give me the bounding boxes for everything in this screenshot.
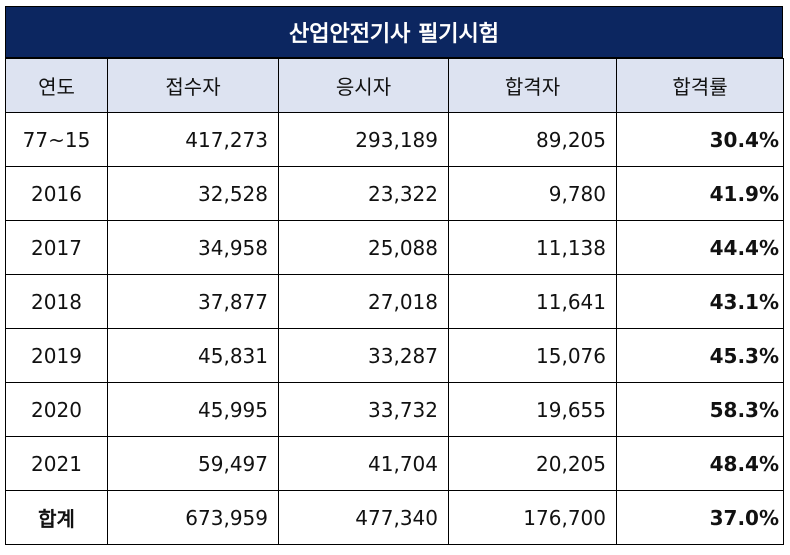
applicants-cell: 59,497 bbox=[107, 436, 279, 491]
examinees-cell: 23,322 bbox=[278, 166, 449, 221]
passed-cell: 9,780 bbox=[448, 166, 617, 221]
total-row: 합계 673,959 477,340 176,700 37.0% bbox=[5, 490, 784, 545]
table-row: 2021 59,497 41,704 20,205 48.4% bbox=[5, 436, 784, 491]
examinees-cell: 33,287 bbox=[278, 328, 449, 383]
passed-cell: 11,641 bbox=[448, 274, 617, 329]
year-cell: 2019 bbox=[5, 328, 108, 383]
examinees-cell: 27,018 bbox=[278, 274, 449, 329]
pass-rate-cell: 41.9% bbox=[616, 166, 784, 221]
table-title: 산업안전기사 필기시험 bbox=[5, 6, 783, 58]
year-cell: 2018 bbox=[5, 274, 108, 329]
examinees-cell: 33,732 bbox=[278, 382, 449, 437]
applicants-cell: 32,528 bbox=[107, 166, 279, 221]
passed-cell: 89,205 bbox=[448, 112, 617, 167]
header-passed: 합격자 bbox=[448, 58, 617, 113]
year-cell: 2021 bbox=[5, 436, 108, 491]
pass-rate-cell: 30.4% bbox=[616, 112, 784, 167]
table-row: 77~15 417,273 293,189 89,205 30.4% bbox=[5, 112, 784, 167]
total-applicants-cell: 673,959 bbox=[107, 490, 279, 545]
exam-stats-table-container: 산업안전기사 필기시험 연도 접수자 응시자 합격자 합격률 77~15 417… bbox=[5, 6, 784, 545]
table-row: 2019 45,831 33,287 15,076 45.3% bbox=[5, 328, 784, 383]
year-cell: 77~15 bbox=[5, 112, 108, 167]
table-row: 2016 32,528 23,322 9,780 41.9% bbox=[5, 166, 784, 221]
total-pass-rate-cell: 37.0% bbox=[616, 490, 784, 545]
total-passed-cell: 176,700 bbox=[448, 490, 617, 545]
table-row: 2017 34,958 25,088 11,138 44.4% bbox=[5, 220, 784, 275]
total-label-cell: 합계 bbox=[5, 490, 108, 545]
pass-rate-cell: 45.3% bbox=[616, 328, 784, 383]
passed-cell: 15,076 bbox=[448, 328, 617, 383]
passed-cell: 20,205 bbox=[448, 436, 617, 491]
passed-cell: 11,138 bbox=[448, 220, 617, 275]
header-row: 연도 접수자 응시자 합격자 합격률 bbox=[5, 58, 784, 113]
year-cell: 2016 bbox=[5, 166, 108, 221]
table-row: 2018 37,877 27,018 11,641 43.1% bbox=[5, 274, 784, 329]
examinees-cell: 293,189 bbox=[278, 112, 449, 167]
table-row: 2020 45,995 33,732 19,655 58.3% bbox=[5, 382, 784, 437]
applicants-cell: 45,995 bbox=[107, 382, 279, 437]
pass-rate-cell: 58.3% bbox=[616, 382, 784, 437]
header-pass-rate: 합격률 bbox=[616, 58, 784, 113]
header-examinees: 응시자 bbox=[278, 58, 449, 113]
examinees-cell: 25,088 bbox=[278, 220, 449, 275]
pass-rate-cell: 43.1% bbox=[616, 274, 784, 329]
applicants-cell: 34,958 bbox=[107, 220, 279, 275]
pass-rate-cell: 44.4% bbox=[616, 220, 784, 275]
applicants-cell: 37,877 bbox=[107, 274, 279, 329]
applicants-cell: 45,831 bbox=[107, 328, 279, 383]
total-examinees-cell: 477,340 bbox=[278, 490, 449, 545]
year-cell: 2020 bbox=[5, 382, 108, 437]
year-cell: 2017 bbox=[5, 220, 108, 275]
examinees-cell: 41,704 bbox=[278, 436, 449, 491]
applicants-cell: 417,273 bbox=[107, 112, 279, 167]
exam-stats-table: 연도 접수자 응시자 합격자 합격률 77~15 417,273 293,189… bbox=[5, 58, 784, 545]
header-applicants: 접수자 bbox=[107, 58, 279, 113]
passed-cell: 19,655 bbox=[448, 382, 617, 437]
header-year: 연도 bbox=[5, 58, 108, 113]
pass-rate-cell: 48.4% bbox=[616, 436, 784, 491]
